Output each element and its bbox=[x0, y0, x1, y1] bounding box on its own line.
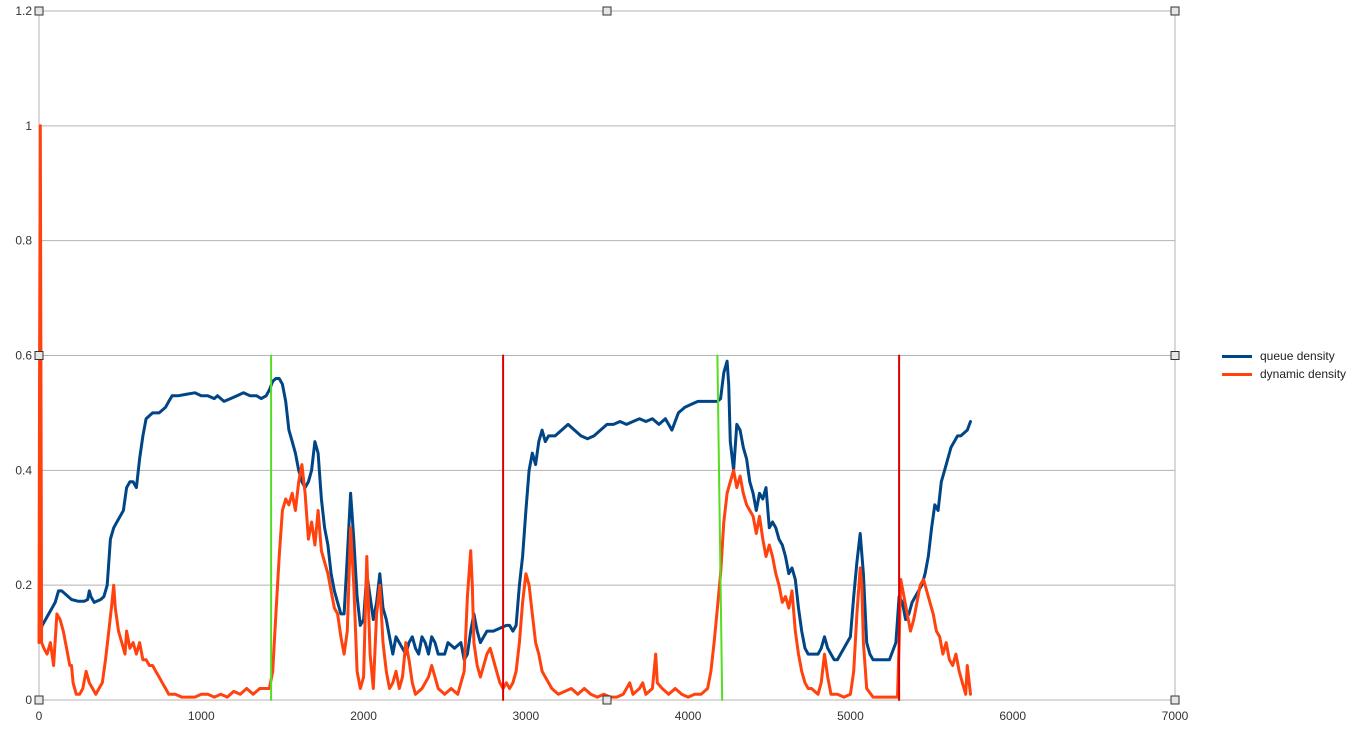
y-tick-label-5: 1 bbox=[25, 119, 32, 133]
marker-line-4 bbox=[716, 354, 724, 701]
x-tick-label-5: 5000 bbox=[837, 709, 864, 723]
series-line-queue-density bbox=[37, 359, 972, 662]
selection-handle-5 bbox=[34, 695, 44, 705]
legend-label-queue-density: queue density bbox=[1260, 349, 1335, 363]
legend-label-dynamic-density: dynamic density bbox=[1260, 367, 1347, 381]
x-tick-label-1: 1000 bbox=[188, 709, 215, 723]
selection-handle-7 bbox=[1170, 695, 1180, 705]
selection-handle-6 bbox=[602, 695, 612, 705]
legend: queue density dynamic density bbox=[1222, 347, 1346, 383]
y-tick-label-2: 0.4 bbox=[15, 463, 32, 477]
y-tick-label-3: 0.6 bbox=[15, 349, 32, 363]
x-tick-label-2: 2000 bbox=[350, 709, 377, 723]
y-tick-label-4: 0.8 bbox=[15, 234, 32, 248]
selection-handle-0 bbox=[34, 6, 44, 16]
selection-handle-1 bbox=[602, 6, 612, 16]
x-tick-label-3: 3000 bbox=[513, 709, 540, 723]
legend-swatch-dynamic-density bbox=[1222, 372, 1252, 376]
x-tick-label-6: 6000 bbox=[999, 709, 1026, 723]
y-tick-label-0: 0 bbox=[25, 693, 32, 707]
selection-handle-3 bbox=[34, 351, 44, 360]
selection-handle-4 bbox=[1170, 351, 1180, 360]
y-tick-label-1: 0.2 bbox=[15, 578, 32, 592]
y-tick-label-6: 1.2 bbox=[15, 4, 32, 18]
x-tick-label-7: 7000 bbox=[1162, 709, 1189, 723]
selection-handle-2 bbox=[1170, 6, 1180, 16]
x-tick-label-4: 4000 bbox=[675, 709, 702, 723]
series-line-dynamic-density bbox=[37, 124, 972, 699]
legend-swatch-queue-density bbox=[1222, 354, 1252, 358]
x-tick-label-0: 0 bbox=[36, 709, 43, 723]
legend-item-queue-density: queue density bbox=[1222, 347, 1346, 365]
legend-item-dynamic-density: dynamic density bbox=[1222, 365, 1346, 383]
